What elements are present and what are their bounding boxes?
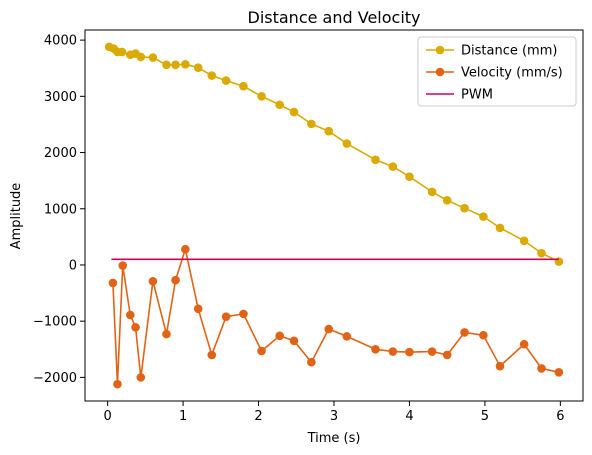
x-tick-label: 0 xyxy=(103,409,111,424)
series-distance-mm xyxy=(104,42,564,266)
data-point xyxy=(148,53,158,62)
y-tick-label: 0 xyxy=(69,258,77,273)
data-point xyxy=(554,368,564,377)
x-tick-label: 4 xyxy=(405,409,413,424)
y-tick-label: 2000 xyxy=(44,146,77,161)
data-point xyxy=(519,339,529,349)
y-axis-label: Amplitude xyxy=(9,183,24,250)
data-point xyxy=(405,347,414,357)
data-point xyxy=(371,344,380,354)
y-tick-label: 3000 xyxy=(44,90,77,105)
data-point xyxy=(479,212,488,221)
x-tick-label: 3 xyxy=(330,409,338,424)
data-point xyxy=(117,47,127,57)
legend: Distance (mm) Velocity (mm/s) PWM xyxy=(417,36,577,107)
data-point xyxy=(342,139,352,148)
data-point xyxy=(495,361,505,371)
data-point xyxy=(427,347,437,356)
data-point xyxy=(324,126,334,136)
data-point xyxy=(125,310,135,320)
data-point xyxy=(257,346,266,356)
data-point xyxy=(113,379,122,389)
data-point xyxy=(221,312,231,321)
x-tick-label: 6 xyxy=(556,409,564,424)
y-axis: −2000 −1000 0 1000 2000 3000 4000 xyxy=(33,34,85,386)
x-tick-label: 1 xyxy=(179,409,187,424)
data-point xyxy=(427,187,437,197)
data-point xyxy=(537,364,546,373)
data-point xyxy=(181,244,190,254)
data-point xyxy=(181,59,190,69)
data-point xyxy=(479,330,488,340)
data-point xyxy=(442,350,452,360)
data-point xyxy=(289,107,299,117)
legend-item-pwm: PWM xyxy=(426,88,493,103)
data-point xyxy=(324,324,334,334)
data-point xyxy=(275,100,284,110)
data-point xyxy=(307,357,316,367)
data-point xyxy=(239,309,248,319)
data-point xyxy=(221,76,231,85)
data-point xyxy=(193,63,203,72)
legend-marker xyxy=(435,67,445,77)
data-point xyxy=(275,331,284,341)
data-point xyxy=(388,347,398,356)
data-point xyxy=(193,304,203,314)
legend-item-velocity-mm-s: Velocity (mm/s) xyxy=(426,66,563,81)
data-point xyxy=(495,223,505,233)
chart-title: Distance and Velocity xyxy=(248,8,421,27)
data-point xyxy=(171,275,180,285)
data-point xyxy=(136,52,146,62)
data-point xyxy=(289,336,299,346)
data-point xyxy=(162,329,171,339)
data-point xyxy=(460,203,469,213)
data-point xyxy=(148,276,158,286)
legend-item-distance-mm: Distance (mm) xyxy=(426,44,557,59)
x-tick-label: 2 xyxy=(254,409,262,424)
y-tick-label: −2000 xyxy=(33,371,77,386)
data-point xyxy=(171,60,180,70)
y-tick-label: −1000 xyxy=(33,315,77,330)
data-point xyxy=(307,119,316,129)
data-point xyxy=(257,92,266,101)
data-point xyxy=(136,373,146,382)
series-layer xyxy=(104,42,564,389)
data-point xyxy=(118,261,128,270)
data-point xyxy=(460,328,469,337)
data-point xyxy=(162,60,171,70)
data-point xyxy=(239,81,248,91)
data-point xyxy=(537,248,546,258)
data-point xyxy=(131,323,140,332)
legend-label: PWM xyxy=(461,88,493,103)
x-axis-label: Time (s) xyxy=(307,431,361,446)
legend-box xyxy=(417,36,577,107)
data-point xyxy=(108,278,118,288)
data-point xyxy=(371,155,380,165)
data-point xyxy=(388,162,398,171)
data-point xyxy=(405,172,414,182)
data-point xyxy=(207,71,217,80)
x-tick-label: 5 xyxy=(481,409,489,424)
x-axis: 0 1 2 3 4 5 6 xyxy=(103,401,565,424)
data-point xyxy=(442,196,452,205)
data-point xyxy=(342,332,352,341)
series-line-velocity-mm-s xyxy=(112,248,560,385)
legend-marker xyxy=(435,45,445,55)
y-tick-label: 1000 xyxy=(44,202,77,217)
series-velocity-mm-s xyxy=(108,244,564,389)
legend-label: Velocity (mm/s) xyxy=(461,66,563,81)
data-point xyxy=(207,350,217,360)
legend-label: Distance (mm) xyxy=(461,44,557,59)
y-tick-label: 4000 xyxy=(44,34,77,49)
data-point xyxy=(519,236,529,246)
